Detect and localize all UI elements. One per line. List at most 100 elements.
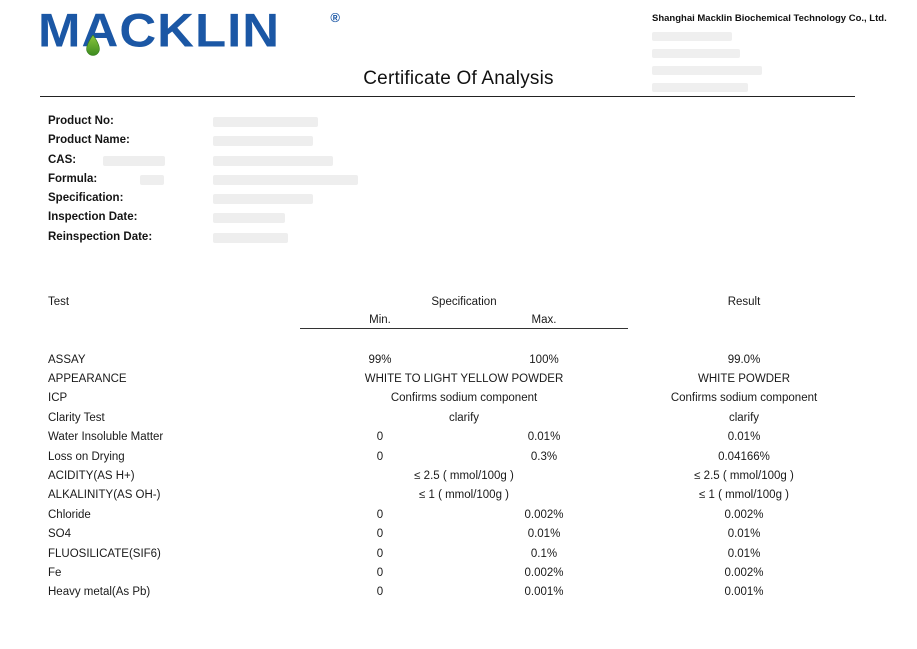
cell-result: 0.01%	[727, 431, 761, 444]
cell-result: 0.01%	[727, 528, 761, 541]
table-row: APPEARANCE WHITE TO LIGHT YELLOW POWDER WH…	[48, 369, 860, 388]
product-field-value-redacted	[213, 213, 285, 224]
product-field-row: CAS:	[48, 151, 548, 170]
product-field-row: Reinspection Date:	[48, 228, 548, 247]
product-field-value-redacted	[213, 155, 333, 166]
cell-result: WHITE POWDER	[698, 373, 790, 386]
column-header-specification: Specification	[431, 295, 497, 308]
macklin-logo: MACKLIN ®	[38, 4, 340, 66]
cell-test: Chloride	[48, 508, 91, 521]
cell-max: 0.002%	[524, 566, 564, 579]
column-header-min: Min.	[369, 313, 391, 326]
cell-min: 0	[376, 528, 384, 541]
cell-result: 99.0%	[727, 353, 761, 366]
table-row: Loss on Drying 0 0.3% 0.04166%	[48, 447, 860, 466]
column-header-result: Result	[727, 295, 761, 308]
logo-wordmark: MACKLIN	[38, 4, 281, 57]
product-field-row: Formula:	[48, 170, 548, 189]
cell-result: 0.002%	[724, 508, 764, 521]
table-row: FLUOSILICATE(SIF6) 0 0.1% 0.01%	[48, 544, 860, 563]
product-field-row: Inspection Date:	[48, 208, 548, 227]
product-field-value-redacted	[213, 194, 313, 205]
column-header-test: Test	[48, 295, 70, 308]
cell-result: 0.04166%	[718, 450, 770, 463]
cell-specification: ≤ 1 ( mmol/100g )	[418, 489, 510, 502]
water-drop-icon	[86, 35, 100, 56]
cell-min: 99%	[368, 353, 392, 366]
cell-specification: Confirms sodium component	[390, 392, 538, 405]
cell-min: 0	[376, 566, 384, 579]
table-row: Chloride 0 0.002% 0.002%	[48, 505, 860, 524]
product-field-label: Reinspection Date:	[48, 230, 153, 243]
redacted-line	[652, 83, 748, 92]
cell-test: Clarity Test	[48, 411, 105, 424]
analysis-table: Test Specification Result Min. Max. ASSA…	[48, 292, 860, 602]
cell-result: 0.01%	[727, 547, 761, 560]
table-subheader-row: Min. Max.	[48, 311, 860, 328]
redacted-line	[652, 32, 732, 41]
cell-result: ≤ 2.5 ( mmol/100g )	[694, 470, 794, 483]
page-title: Certificate Of Analysis	[363, 68, 554, 89]
table-row: Water Insoluble Matter 0 0.01% 0.01%	[48, 428, 860, 447]
cell-test: Heavy metal(As Pb)	[48, 586, 151, 599]
product-field-label: Product Name:	[48, 134, 130, 147]
cell-test: FLUOSILICATE(SIF6)	[48, 547, 161, 560]
cell-test: ICP	[48, 392, 68, 405]
product-field-label: Inspection Date:	[48, 211, 138, 224]
redacted-line	[652, 66, 762, 75]
table-row: ALKALINITY(AS OH-) ≤ 1 ( mmol/100g ) ≤ 1 (…	[48, 486, 860, 505]
redacted-contact-lines	[652, 32, 892, 92]
product-field-value-redacted	[213, 117, 318, 127]
cell-test: ALKALINITY(AS OH-)	[48, 489, 161, 502]
cell-result: Confirms sodium component	[670, 392, 818, 405]
cell-max: 0.01%	[527, 528, 561, 541]
column-header-max: Max.	[531, 313, 557, 326]
product-field-row: Product No:	[48, 112, 548, 131]
cell-max: 0.3%	[530, 450, 558, 463]
cell-test: Loss on Drying	[48, 450, 125, 463]
product-field-label: CAS:	[48, 153, 77, 166]
cell-max: 0.001%	[524, 586, 564, 599]
cell-result: 0.002%	[724, 566, 764, 579]
table-body: ASSAY 99% 100% 99.0% APPEARANCE WHITE TO LIGH…	[48, 350, 860, 602]
table-row: ICP Confirms sodium component Confirms sod…	[48, 389, 860, 408]
cell-max: 0.1%	[530, 547, 558, 560]
table-row: Fe 0 0.002% 0.002%	[48, 563, 860, 582]
cell-min: 0	[376, 508, 384, 521]
table-row: ACIDITY(AS H+) ≤ 2.5 ( mmol/100g ) ≤ 2.5 (…	[48, 466, 860, 485]
cell-test: Water Insoluble Matter	[48, 431, 164, 444]
registered-trademark-icon: ®	[330, 10, 340, 25]
product-info-section: Product No: Product Name: CAS: Formula: Spec…	[48, 112, 548, 247]
company-name: Shanghai Macklin Biochemical Technology …	[652, 13, 887, 24]
cell-max: 0.01%	[527, 431, 561, 444]
product-field-row: Product Name:	[48, 131, 548, 150]
cell-specification: clarify	[448, 411, 480, 424]
title-divider	[40, 96, 855, 97]
table-row: ASSAY 99% 100% 99.0%	[48, 350, 860, 369]
cell-test: APPEARANCE	[48, 373, 127, 386]
product-field-value-redacted	[213, 136, 313, 147]
cell-specification: ≤ 2.5 ( mmol/100g )	[414, 470, 514, 483]
product-field-value-redacted	[213, 232, 288, 243]
redacted-line	[652, 49, 740, 58]
table-row: Heavy metal(As Pb) 0 0.001% 0.001%	[48, 583, 860, 602]
cell-max: 0.002%	[524, 508, 564, 521]
cell-min: 0	[376, 450, 384, 463]
product-field-label: Product No:	[48, 115, 114, 127]
table-row: Clarity Test clarify clarify	[48, 408, 860, 427]
product-field-value-redacted	[103, 155, 165, 166]
cell-result: ≤ 1 ( mmol/100g )	[698, 489, 790, 502]
cell-result: 0.001%	[724, 586, 764, 599]
cell-max: 100%	[529, 353, 559, 366]
header-rows-gap	[48, 329, 860, 350]
cell-min: 0	[376, 586, 384, 599]
product-field-value-redacted	[140, 174, 164, 185]
cell-test: ACIDITY(AS H+)	[48, 470, 135, 483]
company-block: Shanghai Macklin Biochemical Technology …	[652, 13, 892, 92]
cell-specification: WHITE TO LIGHT YELLOW POWDER	[364, 373, 564, 386]
cell-min: 0	[376, 431, 384, 444]
cell-test: SO4	[48, 528, 72, 541]
product-field-row: Specification:	[48, 189, 548, 208]
product-field-value-redacted	[213, 174, 358, 185]
